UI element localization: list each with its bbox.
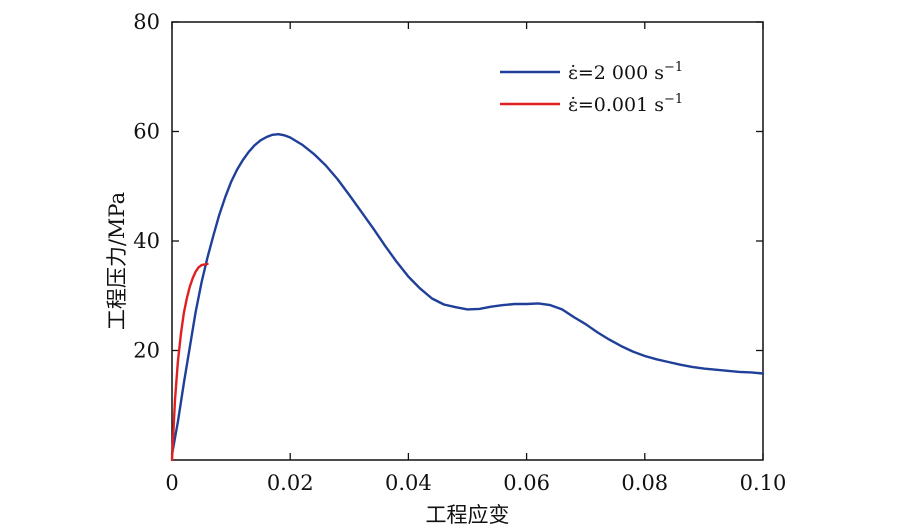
- y-tick-label: 20: [133, 339, 160, 363]
- legend: ε̇=2 000 s−1 ε̇=0.001 s−1: [500, 60, 683, 116]
- x-tick-label: 0.10: [740, 471, 787, 495]
- series-line-1: [170, 133, 765, 456]
- x-tick-label: 0.08: [621, 471, 668, 495]
- axis-tick-labels: 0 0.02 0.04 0.06 0.08 0.10 20 40 60 80: [133, 10, 786, 495]
- legend-label: ε̇=2 000 s−1: [568, 60, 683, 84]
- plot-frame: [171, 21, 764, 461]
- series-lines: [170, 133, 765, 462]
- series-line-2: [170, 262, 209, 462]
- x-tick-label: 0.02: [267, 471, 314, 495]
- y-axis-title: 工程压力/MPa: [105, 192, 129, 330]
- y-tick-label: 40: [133, 229, 160, 253]
- x-tick-label: 0: [165, 471, 178, 495]
- y-tick-label: 60: [133, 120, 160, 144]
- x-tick-label: 0.06: [503, 471, 550, 495]
- legend-label: ε̇=0.001 s−1: [568, 92, 683, 116]
- x-tick-label: 0.04: [385, 471, 432, 495]
- y-tick-label: 80: [133, 10, 160, 34]
- x-axis-title: 工程应变: [426, 503, 510, 527]
- axis-ticks: [171, 21, 764, 460]
